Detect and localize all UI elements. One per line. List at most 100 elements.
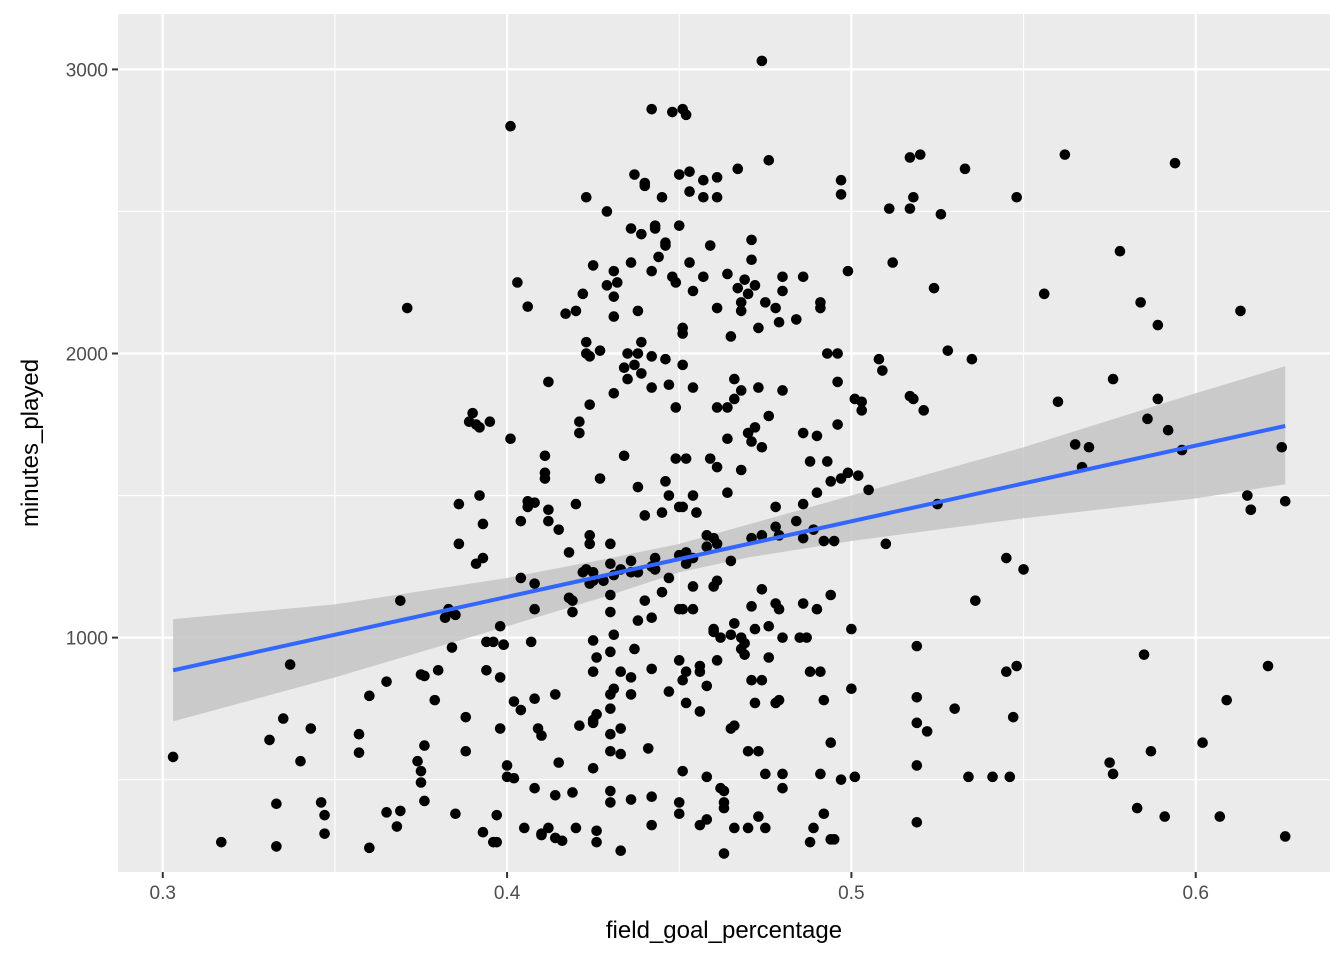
data-point <box>828 535 840 547</box>
data-point <box>515 515 527 527</box>
data-point <box>505 433 516 445</box>
data-point <box>773 316 785 328</box>
data-point <box>777 385 788 396</box>
data-point <box>601 206 613 217</box>
data-point <box>574 427 585 439</box>
data-point <box>777 271 788 283</box>
data-point <box>646 791 657 803</box>
data-point <box>746 254 757 266</box>
data-point <box>684 257 695 268</box>
data-point <box>649 552 661 564</box>
data-point <box>364 690 375 702</box>
data-point <box>587 566 599 578</box>
data-point <box>694 666 706 678</box>
data-point <box>601 280 613 291</box>
data-point <box>567 787 578 798</box>
data-point <box>760 297 771 308</box>
data-point <box>729 822 740 834</box>
data-point <box>687 490 699 501</box>
data-point <box>911 760 923 771</box>
data-point <box>605 589 616 601</box>
data-point <box>539 450 551 462</box>
data-point <box>639 510 651 521</box>
data-point <box>760 768 771 780</box>
data-point <box>1059 149 1071 160</box>
data-point <box>584 538 596 550</box>
data-point <box>701 541 713 552</box>
data-point <box>629 169 640 180</box>
data-point <box>756 674 768 686</box>
data-point <box>636 336 647 348</box>
data-point <box>911 816 923 828</box>
data-point <box>625 672 637 683</box>
x-tick-label: 0.5 <box>838 883 864 904</box>
data-point <box>587 717 599 729</box>
data-point <box>605 558 616 570</box>
data-point <box>959 163 971 175</box>
data-point <box>305 723 317 734</box>
data-point <box>777 285 788 297</box>
data-point <box>608 291 620 302</box>
data-point <box>928 282 940 294</box>
data-point <box>773 694 785 706</box>
data-point <box>622 348 633 359</box>
data-point <box>770 302 781 314</box>
data-point <box>811 430 823 442</box>
confidence-band <box>173 366 1286 722</box>
data-point <box>591 825 602 837</box>
data-point <box>667 106 678 118</box>
data-point <box>450 808 461 820</box>
data-point <box>632 348 644 359</box>
data-point <box>608 387 620 399</box>
data-point <box>735 385 747 396</box>
data-point <box>1279 831 1291 842</box>
data-point <box>553 524 565 535</box>
data-point <box>271 798 282 810</box>
data-point <box>615 723 627 734</box>
data-point <box>1142 413 1153 425</box>
data-point <box>673 220 685 231</box>
data-point <box>739 649 750 660</box>
data-point <box>729 373 740 385</box>
x-tick-label: 0.3 <box>150 883 176 904</box>
data-point <box>856 396 868 408</box>
data-point <box>804 666 816 678</box>
data-point <box>574 416 585 427</box>
data-point <box>1162 424 1174 436</box>
data-point <box>963 771 974 783</box>
data-point <box>742 745 754 757</box>
data-point <box>835 774 847 785</box>
data-point <box>605 538 616 550</box>
data-point <box>735 464 747 476</box>
data-point <box>818 808 830 820</box>
data-point <box>642 743 654 754</box>
data-point <box>763 155 775 166</box>
data-point <box>515 572 527 584</box>
x-tick-label: 0.6 <box>1183 883 1209 904</box>
data-point <box>970 595 981 606</box>
data-point <box>711 191 723 203</box>
data-point <box>749 422 761 433</box>
data-point <box>605 797 616 808</box>
data-point <box>677 603 688 615</box>
data-point <box>518 822 530 834</box>
data-point <box>711 655 723 666</box>
data-point <box>1169 157 1181 169</box>
data-point <box>677 674 688 686</box>
data-point <box>725 331 737 342</box>
data-point <box>777 632 788 643</box>
data-point <box>852 470 864 481</box>
data-point <box>419 670 430 682</box>
data-point <box>677 359 688 371</box>
data-point <box>467 407 478 419</box>
data-point <box>608 311 620 322</box>
data-point <box>715 632 726 643</box>
data-point <box>856 405 868 416</box>
data-point <box>811 487 823 499</box>
data-point <box>846 623 857 635</box>
data-point <box>680 453 692 464</box>
data-point <box>636 228 647 240</box>
data-point <box>797 532 809 544</box>
data-point <box>501 760 513 771</box>
